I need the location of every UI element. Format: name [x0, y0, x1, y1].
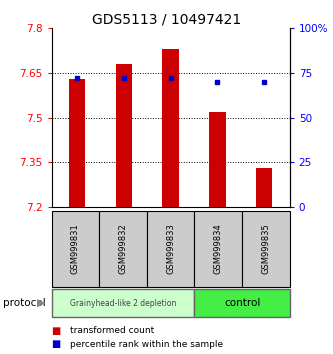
- Bar: [116, 64, 132, 207]
- Bar: [69, 79, 86, 207]
- Text: GSM999832: GSM999832: [119, 223, 128, 274]
- Text: control: control: [224, 298, 260, 308]
- Text: ■: ■: [52, 326, 61, 336]
- Bar: [209, 112, 225, 207]
- Text: ■: ■: [52, 339, 61, 349]
- Text: percentile rank within the sample: percentile rank within the sample: [70, 339, 223, 349]
- Text: GDS5113 / 10497421: GDS5113 / 10497421: [92, 12, 241, 27]
- Bar: [256, 169, 272, 207]
- Text: GSM999834: GSM999834: [214, 223, 223, 274]
- Text: transformed count: transformed count: [70, 326, 154, 336]
- Text: GSM999831: GSM999831: [71, 223, 80, 274]
- Text: Grainyhead-like 2 depletion: Grainyhead-like 2 depletion: [70, 298, 176, 308]
- Bar: [163, 49, 179, 207]
- Text: GSM999833: GSM999833: [166, 223, 175, 274]
- Text: protocol: protocol: [3, 298, 46, 308]
- Text: ▶: ▶: [37, 298, 46, 308]
- Text: GSM999835: GSM999835: [261, 223, 270, 274]
